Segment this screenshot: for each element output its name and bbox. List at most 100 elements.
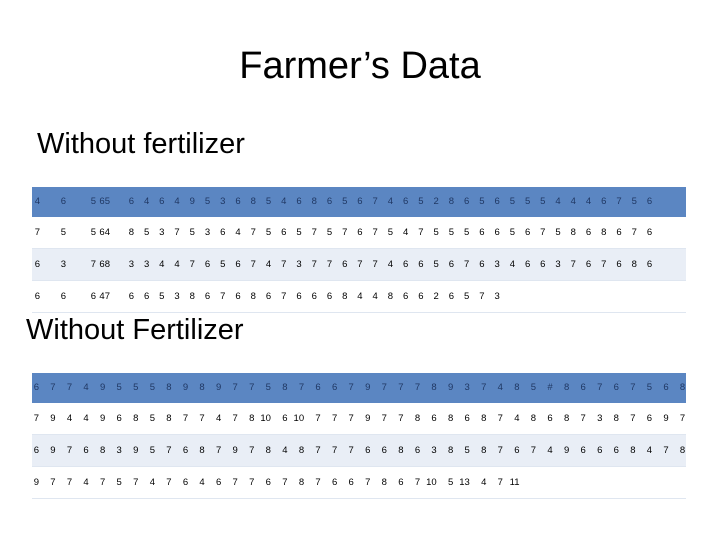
table-cell: 5 [220,259,226,270]
table-cell: 8 [166,413,172,424]
table-cell: 7 [250,259,256,270]
table-cell: 5 [116,382,122,393]
table-cell: 5 [342,196,348,207]
table-cell: 6 [418,259,424,270]
table-cell: 4 [585,196,592,207]
table-cell: 7 [601,259,607,270]
table-cell: 5 [90,196,96,207]
table-cell: 6 [296,291,302,302]
table-cell: 3 [597,413,603,424]
table-cell: 5 [149,445,155,456]
table-cell: 7 [315,477,321,488]
table-cell: 5 [149,382,155,393]
table-cell: 6 [597,445,603,456]
table-cell: 9 [663,413,669,424]
table-cell: 8 [250,196,256,207]
table-cell: 3 [494,259,500,270]
table-cell: 8 [481,445,487,456]
table-cell: 6 [357,196,363,207]
table-cell: 7 [597,382,603,393]
table-cell: 7 [282,477,288,488]
table-cell: 5 [464,445,470,456]
table-cell: 5 [631,196,637,207]
table-cell: 8 [128,227,134,238]
table-cell: 10 [260,413,271,424]
table-cell: 5 [204,196,211,207]
table-cell: 8 [530,413,537,424]
table-cell: 8 [265,445,271,456]
table-cell: 5 [418,196,424,207]
table-cell: 7 [372,259,378,270]
table-cell: 7 [630,382,636,393]
table-cell: 4 [357,291,363,302]
table-cell: 7 [414,382,421,393]
table-cell: 8 [166,382,172,393]
table-cell: 6 [646,196,653,207]
table-cell: 6 [403,196,409,207]
table-cell: 2 [433,291,439,302]
table-cell: 8 [250,291,256,302]
table-cell: 9 [133,445,139,456]
table-cell: 7 [398,413,404,424]
table-cell: 3 [128,259,134,270]
table-cell: 7 [418,227,424,238]
table-cell: 6 [464,413,470,424]
table-cell: 6 [479,259,485,270]
table-cell: 4 [387,259,394,270]
table-cell: 7 [215,445,222,456]
table-cell: 7 [348,445,354,456]
table-cell: 10 [293,413,305,424]
table-cell: 8 [431,382,437,393]
table-cell: 7 [381,382,387,393]
table-cell: 6 [403,291,409,302]
table-cell: 6 [311,291,317,302]
table-cell: 4 [387,196,394,207]
table-cell: 7 [281,259,287,270]
table-cell: 7 [616,196,622,207]
table-cell: 5 [524,196,531,207]
table-cell: 7 [189,259,195,270]
table-cell: 6 [326,291,333,302]
table-row: 9 7 7 4 7 5 7 4 7 6 4 6 7 7 6 7 8 7 6 6 7 8 6 7 10 5 13 4 7 11 [32,467,686,499]
table-cell: 3 [143,259,150,270]
table-cell: 7 [331,413,338,424]
table-cell: 7 [315,445,321,456]
table-cell: 7 [249,477,255,488]
table-cell: 7 [497,413,503,424]
table-cell: 4 [570,196,576,207]
table-cell: 8 [563,413,570,424]
table-cell: 6 [331,382,338,393]
table-cell: 8 [447,445,454,456]
table-cell: 6 [90,291,96,302]
table-cell: 6 [34,291,40,302]
table-cell: 8 [199,382,205,393]
table-cell: 7 [381,413,387,424]
table-row: 7 5 5 64 8 5 3 7 5 3 6 4 7 5 6 5 7 5 7 6 7 5 4 7 5 5 5 6 6 5 6 7 5 8 6 8 6 7 6 [32,217,686,249]
table-cell: 7 [34,227,40,238]
table-cell: 7 [166,477,172,488]
table-cell: 6 [663,382,669,393]
table-cell: 5 [530,382,537,393]
table-cell: 8 [631,259,637,270]
table-cell: 68 [99,259,110,270]
table-cell: 3 [464,382,470,393]
table-cell: 6 [265,477,271,488]
table-cell: 6 [159,196,165,207]
table-cell: 6 [348,477,354,488]
table-cell: 6 [282,413,288,424]
table-cell: 5 [159,291,165,302]
table-cell: 7 [232,413,238,424]
table-cell: 6 [448,259,455,270]
table-cell: 6 [296,196,302,207]
table-cell: 7 [357,259,363,270]
table-cell: 7 [479,291,485,302]
table-cell: 7 [90,259,96,270]
table-cell: 5 [509,196,515,207]
slide-title: Farmer’s Data [239,45,481,87]
table-cell: 4 [509,259,515,270]
table-cell: 7 [326,259,333,270]
table-cell: 7 [372,227,378,238]
table-cell: 4 [83,413,89,424]
table-cell: 5 [448,227,455,238]
